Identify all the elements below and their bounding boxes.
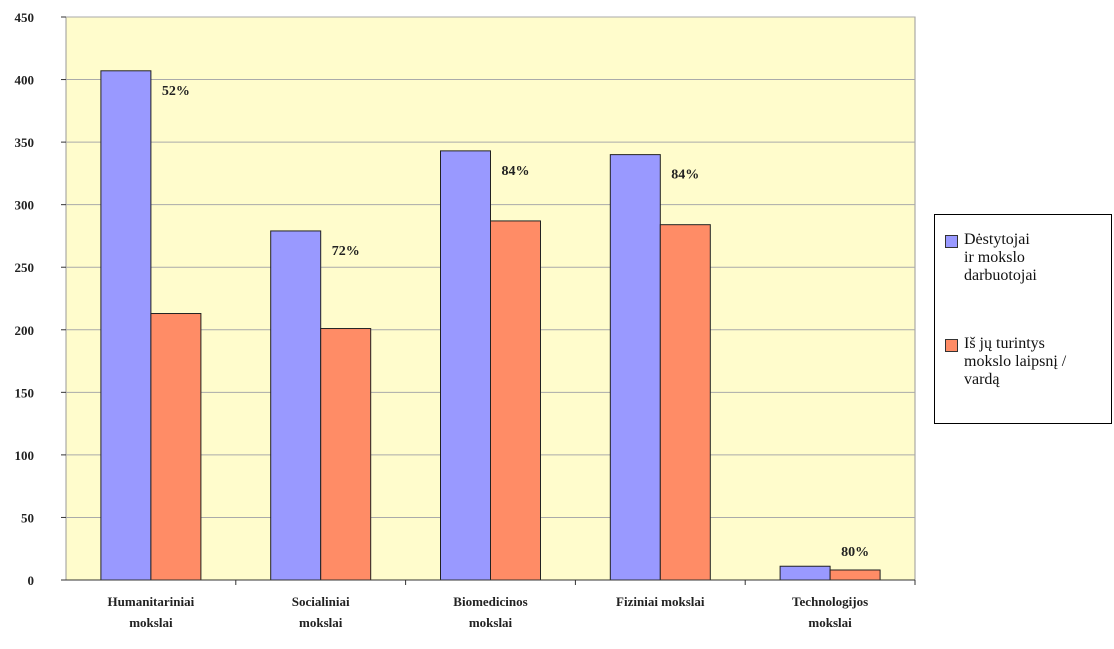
x-category-label: mokslai bbox=[808, 615, 852, 630]
legend-swatch-teachers bbox=[945, 235, 958, 248]
bar-degree-holders bbox=[150, 313, 202, 581]
y-tick-label: 100 bbox=[15, 448, 35, 463]
bar-teachers bbox=[609, 154, 661, 581]
y-tick-label: 200 bbox=[15, 323, 35, 338]
y-tick-label: 400 bbox=[15, 73, 35, 88]
data-labels: 52% 72% 84% 84% 80% bbox=[162, 84, 869, 560]
legend-line: Dėstytojai bbox=[964, 231, 1030, 248]
x-category-label: Humanitariniai bbox=[108, 594, 195, 609]
x-category-label: mokslai bbox=[299, 615, 343, 630]
data-label: 84% bbox=[502, 164, 530, 179]
bar-degree-holders bbox=[659, 224, 711, 581]
x-category-label: Socialiniai bbox=[292, 594, 350, 609]
y-tick-label: 150 bbox=[15, 385, 35, 400]
bars bbox=[100, 70, 881, 581]
bar-degree-holders bbox=[829, 569, 881, 581]
y-tick-label: 250 bbox=[15, 260, 35, 275]
data-label: 80% bbox=[841, 545, 869, 560]
bar-teachers bbox=[100, 70, 152, 581]
x-category-label: mokslai bbox=[129, 615, 173, 630]
y-tick-label: 50 bbox=[21, 510, 34, 525]
bar-teachers bbox=[779, 565, 831, 581]
x-category-label: mokslai bbox=[469, 615, 513, 630]
y-tick-label: 450 bbox=[15, 10, 35, 25]
bar-chart: 0 50 100 150 200 250 300 350 400 450 Humanitarini… bbox=[15, 10, 916, 630]
legend: Dėstytojai ir mokslo darbuotojai Iš jų t… bbox=[934, 214, 1112, 424]
x-category-label: Fiziniai mokslai bbox=[616, 594, 705, 609]
data-label: 52% bbox=[162, 84, 190, 99]
x-category-label: Technologijos bbox=[792, 594, 868, 609]
bar-degree-holders bbox=[320, 328, 372, 581]
data-label: 84% bbox=[671, 168, 699, 183]
legend-item-teachers: Dėstytojai ir mokslo darbuotojai bbox=[945, 231, 1114, 285]
legend-line: darbuotojai bbox=[964, 267, 1037, 284]
legend-swatch-degree-holders bbox=[945, 339, 958, 352]
legend-item-degree-holders: Iš jų turintys mokslo laipsnį / vardą bbox=[945, 335, 1114, 389]
bar-teachers bbox=[270, 230, 322, 581]
legend-line: Iš jų turintys bbox=[964, 335, 1045, 352]
y-axis-ticks: 0 50 100 150 200 250 300 350 400 450 bbox=[15, 10, 915, 588]
bar-teachers bbox=[440, 150, 491, 581]
y-tick-label: 300 bbox=[15, 198, 35, 213]
legend-line: ir mokslo bbox=[964, 249, 1025, 266]
x-category-label: Biomedicinos bbox=[453, 594, 527, 609]
legend-label-degree-holders: Iš jų turintys mokslo laipsnį / vardą bbox=[964, 335, 1114, 389]
legend-line: mokslo laipsnį / bbox=[964, 353, 1067, 370]
legend-label-teachers: Dėstytojai ir mokslo darbuotojai bbox=[964, 231, 1114, 285]
y-tick-label: 0 bbox=[28, 573, 35, 588]
data-label: 72% bbox=[332, 244, 360, 259]
legend-line: vardą bbox=[964, 371, 1000, 388]
bar-degree-holders bbox=[490, 220, 541, 581]
x-axis-categories: Humanitariniai mokslai Socialiniai mokslai B… bbox=[108, 580, 916, 630]
y-tick-label: 350 bbox=[15, 135, 35, 150]
